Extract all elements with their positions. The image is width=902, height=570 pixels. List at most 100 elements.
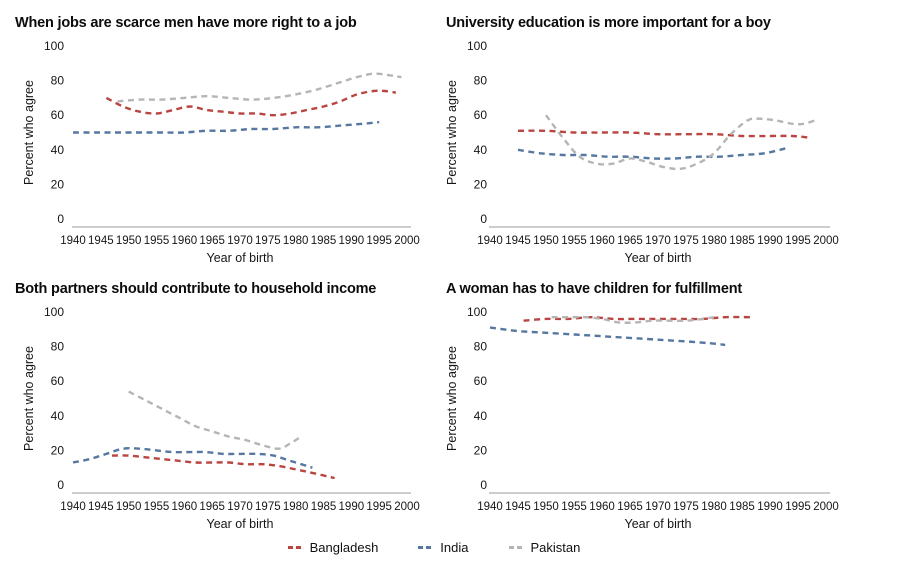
svg-text:1950: 1950 xyxy=(116,501,142,513)
svg-text:40: 40 xyxy=(51,143,65,157)
svg-text:1980: 1980 xyxy=(701,235,727,247)
svg-text:1985: 1985 xyxy=(311,235,337,247)
svg-text:2000: 2000 xyxy=(394,235,420,247)
svg-text:1980: 1980 xyxy=(283,235,309,247)
x-axis-ticks: 1940 1945 1950 1955 1960 1965 1970 1975 1980 1985… xyxy=(60,501,420,513)
series-line-bangladesh xyxy=(517,129,810,139)
chart-title: Both partners should contribute to house… xyxy=(15,281,377,297)
svg-text:1955: 1955 xyxy=(144,235,170,247)
svg-text:100: 100 xyxy=(44,305,64,319)
svg-text:1985: 1985 xyxy=(729,501,755,513)
svg-text:1995: 1995 xyxy=(785,235,811,247)
chart-panel-jobs: When jobs are scarce men have more right… xyxy=(0,6,440,272)
svg-text:1975: 1975 xyxy=(673,501,699,513)
y-axis-label: Percent who agree xyxy=(445,80,459,185)
svg-text:1945: 1945 xyxy=(505,501,531,513)
series-line-pakistan xyxy=(551,315,715,324)
series-line-pakistan xyxy=(117,72,402,103)
svg-text:1970: 1970 xyxy=(645,235,671,247)
dashed-line-swatch-icon xyxy=(508,546,524,549)
svg-text:1980: 1980 xyxy=(283,501,309,513)
svg-text:1990: 1990 xyxy=(339,235,365,247)
svg-text:1960: 1960 xyxy=(589,501,615,513)
svg-text:20: 20 xyxy=(51,177,65,191)
x-axis-ticks: 1940 1945 1950 1955 1960 1965 1970 1975 1980 1985… xyxy=(477,235,839,247)
series-line-bangladesh xyxy=(105,89,397,117)
y-axis-label: Percent who agree xyxy=(22,80,36,185)
svg-text:20: 20 xyxy=(474,443,488,457)
svg-text:1945: 1945 xyxy=(88,501,114,513)
svg-text:80: 80 xyxy=(474,340,488,354)
svg-text:1980: 1980 xyxy=(701,501,727,513)
series-line-pakistan xyxy=(128,390,302,450)
svg-text:1965: 1965 xyxy=(617,501,643,513)
svg-text:1975: 1975 xyxy=(255,501,281,513)
chart-canvas: 0 20 40 60 80 100 Percent who agree 1940 1945 195… xyxy=(445,305,839,531)
svg-text:1975: 1975 xyxy=(673,235,699,247)
svg-text:1995: 1995 xyxy=(366,235,392,247)
svg-text:2000: 2000 xyxy=(394,501,420,513)
svg-text:1955: 1955 xyxy=(144,501,170,513)
svg-text:1955: 1955 xyxy=(561,235,587,247)
svg-text:60: 60 xyxy=(474,374,488,388)
svg-text:1955: 1955 xyxy=(561,501,587,513)
svg-text:100: 100 xyxy=(467,305,487,319)
chart-title: University education is more important f… xyxy=(446,15,771,31)
series-line-pakistan xyxy=(545,114,816,171)
svg-text:1940: 1940 xyxy=(477,235,503,247)
x-axis-label: Year of birth xyxy=(625,517,692,531)
legend-label: India xyxy=(440,540,469,555)
series-line-india xyxy=(72,447,313,469)
svg-text:80: 80 xyxy=(51,340,65,354)
svg-text:1965: 1965 xyxy=(199,501,225,513)
svg-text:100: 100 xyxy=(467,39,487,53)
svg-text:0: 0 xyxy=(480,478,487,492)
legend-label: Pakistan xyxy=(530,540,581,555)
svg-text:20: 20 xyxy=(51,443,65,457)
svg-text:1970: 1970 xyxy=(227,235,253,247)
svg-text:1970: 1970 xyxy=(227,501,253,513)
series-line-india xyxy=(489,326,726,347)
y-axis-ticks: 0 20 40 60 80 100 xyxy=(467,305,487,492)
svg-text:80: 80 xyxy=(51,74,65,88)
series-line-bangladesh xyxy=(111,454,335,480)
svg-text:40: 40 xyxy=(474,409,488,423)
chart-panel-income: Both partners should contribute to house… xyxy=(0,272,440,538)
svg-text:1990: 1990 xyxy=(757,235,783,247)
x-axis-label: Year of birth xyxy=(207,517,274,531)
legend-item-bangladesh: Bangladesh xyxy=(287,540,378,555)
series-line-india xyxy=(517,146,788,160)
series-line-india xyxy=(73,120,380,134)
legend-item-pakistan: Pakistan xyxy=(508,540,581,555)
svg-text:1965: 1965 xyxy=(199,235,225,247)
svg-text:1995: 1995 xyxy=(366,501,392,513)
svg-text:1950: 1950 xyxy=(116,235,142,247)
svg-text:1945: 1945 xyxy=(505,235,531,247)
svg-text:1940: 1940 xyxy=(60,501,86,513)
svg-text:60: 60 xyxy=(51,374,65,388)
svg-text:1945: 1945 xyxy=(88,235,114,247)
svg-text:1985: 1985 xyxy=(729,235,755,247)
svg-text:100: 100 xyxy=(44,39,64,53)
x-axis-ticks: 1940 1945 1950 1955 1960 1965 1970 1975 1980 1985… xyxy=(60,235,420,247)
chart-panel-children: A woman has to have children for fulfill… xyxy=(440,272,902,538)
y-axis-label: Percent who agree xyxy=(445,346,459,451)
x-axis-label: Year of birth xyxy=(207,251,274,265)
x-axis-ticks: 1940 1945 1950 1955 1960 1965 1970 1975 1980 1985… xyxy=(477,501,839,513)
svg-text:1940: 1940 xyxy=(60,235,86,247)
y-axis-ticks: 0 20 40 60 80 100 xyxy=(44,305,64,492)
svg-text:2000: 2000 xyxy=(813,235,839,247)
svg-text:1950: 1950 xyxy=(533,235,559,247)
series-line-bangladesh xyxy=(523,315,754,322)
svg-text:1960: 1960 xyxy=(172,501,198,513)
y-axis-label: Percent who agree xyxy=(22,346,36,451)
svg-text:80: 80 xyxy=(474,74,488,88)
svg-text:2000: 2000 xyxy=(813,501,839,513)
svg-text:1975: 1975 xyxy=(255,235,281,247)
legend: Bangladesh India Pakistan xyxy=(0,540,885,555)
y-axis-ticks: 0 20 40 60 80 100 xyxy=(44,39,64,226)
